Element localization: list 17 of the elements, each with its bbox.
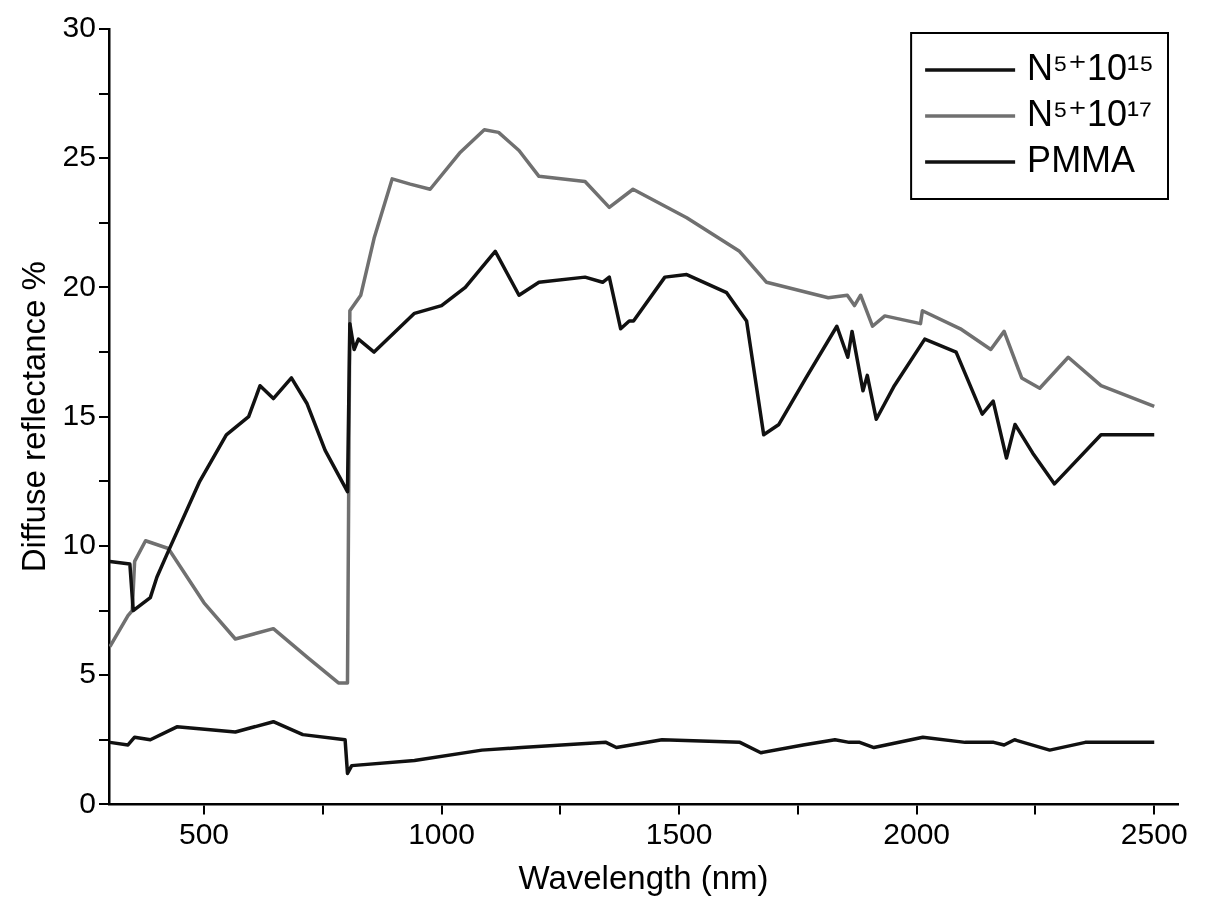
x-tick-label: 1500: [645, 816, 713, 850]
y-tick-label: 15: [62, 397, 96, 431]
x-tick-label: 500: [178, 816, 230, 850]
legend-label: N⁵⁺10¹⁵: [1027, 46, 1155, 88]
legend-label: PMMA: [1027, 138, 1136, 180]
y-tick-label: 5: [79, 656, 96, 690]
legend-label: N⁵⁺10¹⁷: [1027, 92, 1153, 134]
y-tick-label: 10: [62, 527, 96, 561]
x-axis-title: Wavelength (nm): [518, 859, 769, 897]
y-tick-label: 30: [62, 10, 96, 44]
x-tick-label: 2500: [1120, 816, 1188, 850]
y-tick-label: 0: [79, 785, 96, 819]
x-tick-label: 1000: [408, 816, 475, 850]
x-tick-label: 2000: [883, 816, 951, 850]
y-tick-label: 20: [62, 268, 96, 302]
y-axis-title: Diffuse reflectance %: [14, 261, 52, 573]
y-tick-label: 25: [62, 139, 96, 173]
